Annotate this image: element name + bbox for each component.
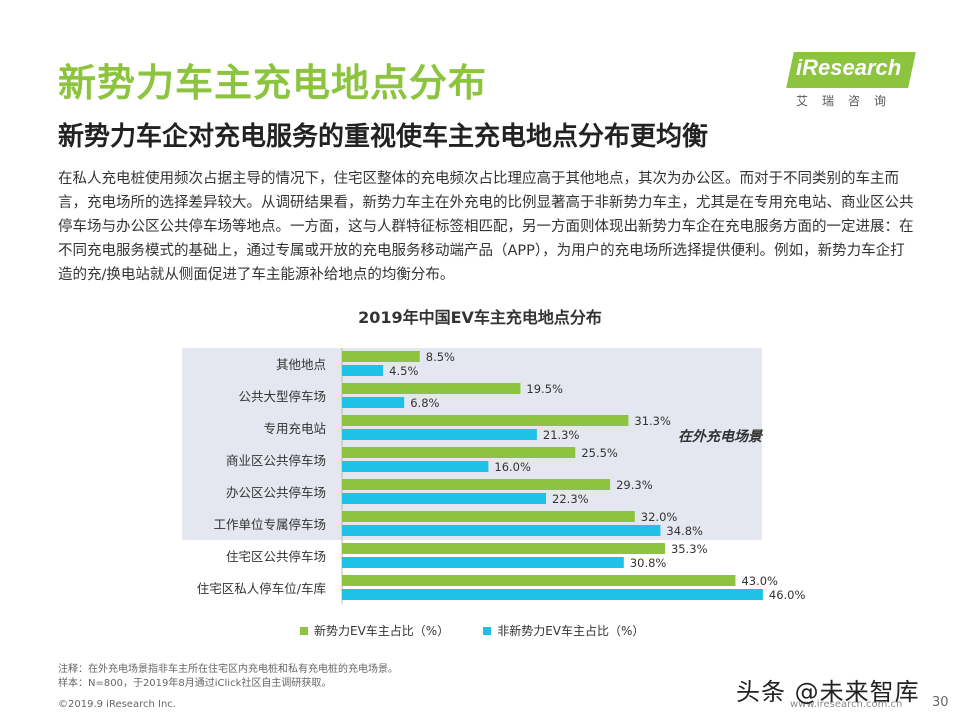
legend-item-new-force: 新势力EV车主占比（%） xyxy=(300,622,449,639)
value-label-new-force: 32.0% xyxy=(641,510,678,524)
logo-subtext: 艾瑞咨询 xyxy=(796,94,901,108)
page-number: 30 xyxy=(932,695,949,710)
legend-swatch-non-new-force xyxy=(483,626,492,635)
highlight-label: 在外充电场景 xyxy=(678,428,764,445)
chart-title: 2019年中国EV车主充电地点分布 xyxy=(358,308,602,327)
bar-non-new-force xyxy=(342,461,489,472)
bar-new-force xyxy=(342,479,611,490)
bar-new-force xyxy=(342,511,635,522)
category-label: 专用充电站 xyxy=(263,421,326,436)
value-label-non-new-force: 34.8% xyxy=(666,524,703,538)
value-label-non-new-force: 46.0% xyxy=(769,588,806,602)
value-label-new-force: 8.5% xyxy=(426,350,455,364)
value-label-new-force: 43.0% xyxy=(741,574,778,588)
chart-legend: 新势力EV车主占比（%） 非新势力EV车主占比（%） xyxy=(300,622,644,639)
footnote-sample: 样本：N=800，于2019年8月通过iClick社区自主调研获取。 xyxy=(58,678,332,689)
value-label-non-new-force: 30.8% xyxy=(630,556,667,570)
value-label-non-new-force: 16.0% xyxy=(494,460,531,474)
legend-label-new-force: 新势力EV车主占比（%） xyxy=(314,624,450,638)
bar-non-new-force xyxy=(342,557,624,568)
value-label-non-new-force: 22.3% xyxy=(552,492,589,506)
bar-new-force xyxy=(342,543,665,554)
bar-non-new-force xyxy=(342,397,405,408)
bar-chart: 在外充电场景 其他地点 8.5% 4.5% 公共大型停车场 19.5% 6.8% 专用充电站 3… xyxy=(182,348,806,604)
bar-new-force xyxy=(342,415,629,426)
category-label: 办公区公共停车场 xyxy=(226,485,326,500)
value-label-new-force: 19.5% xyxy=(526,382,563,396)
value-label-non-new-force: 4.5% xyxy=(389,364,418,378)
legend-label-non-new-force: 非新势力EV车主占比（%） xyxy=(497,624,645,638)
bar-non-new-force xyxy=(342,429,537,440)
category-label: 商业区公共停车场 xyxy=(226,453,326,468)
bar-non-new-force xyxy=(342,365,384,376)
category-label: 工作单位专属停车场 xyxy=(213,517,326,532)
footnote: 注释：在外充电场景指非车主所在住宅区内充电桩和私有充电桩的充电场景。 样本：N=… xyxy=(58,663,398,691)
category-label: 住宅区公共停车场 xyxy=(226,549,326,564)
value-label-non-new-force: 21.3% xyxy=(543,428,580,442)
page-subtitle: 新势力车企对充电服务的重视使车主充电地点分布更均衡 xyxy=(58,122,709,152)
bar-non-new-force xyxy=(342,525,661,536)
category-label: 其他地点 xyxy=(276,357,326,372)
copyright: ©2019.9 iResearch Inc. xyxy=(58,699,176,710)
value-label-non-new-force: 6.8% xyxy=(410,396,439,410)
bar-non-new-force xyxy=(342,493,547,504)
bar-new-force xyxy=(342,351,420,362)
category-label: 公共大型停车场 xyxy=(238,389,326,404)
bar-new-force xyxy=(342,575,736,586)
bar-new-force xyxy=(342,383,521,394)
value-label-new-force: 29.3% xyxy=(616,478,653,492)
page-title: 新势力车主充电地点分布 xyxy=(58,61,488,105)
value-label-new-force: 25.5% xyxy=(581,446,618,460)
value-label-new-force: 31.3% xyxy=(634,414,671,428)
value-label-new-force: 35.3% xyxy=(671,542,708,556)
iresearch-logo: iResearch 艾瑞咨询 xyxy=(786,52,920,112)
highlight-region xyxy=(182,348,762,540)
website: www.iresearch.com.cn xyxy=(790,699,903,710)
watermark: 头条 @未来智库 xyxy=(736,678,920,706)
bar-new-force xyxy=(342,447,576,458)
category-label: 住宅区私人停车位/车库 xyxy=(197,581,326,596)
bar-non-new-force xyxy=(342,589,763,600)
legend-item-non-new-force: 非新势力EV车主占比（%） xyxy=(483,622,644,639)
footnote-definition: 注释：在外充电场景指非车主所在住宅区内充电桩和私有充电桩的充电场景。 xyxy=(58,664,398,675)
logo-brand: iResearch xyxy=(796,55,902,80)
body-paragraph: 在私人充电桩使用频次占据主导的情况下，住宅区整体的充电频次占比理应高于其他地点，… xyxy=(58,171,914,283)
legend-swatch-new-force xyxy=(300,626,308,635)
